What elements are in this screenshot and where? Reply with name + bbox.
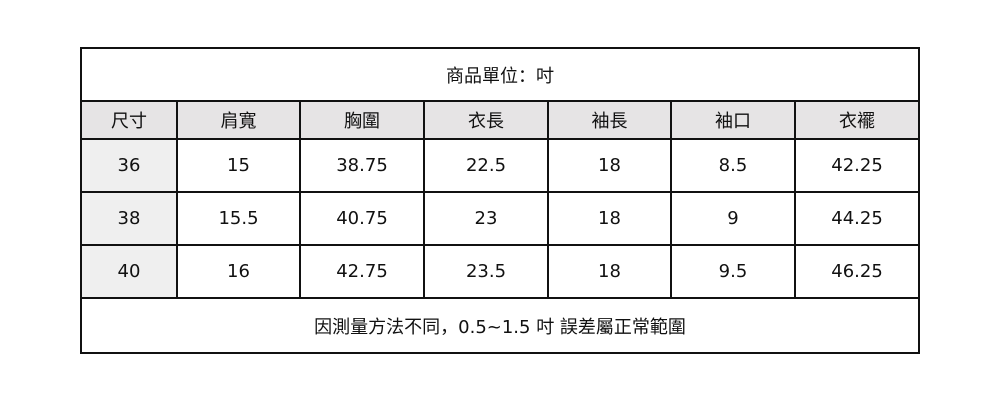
- table-cell: 9.5: [670, 244, 796, 299]
- table-cell: 42.75: [299, 244, 425, 299]
- size-cell: 40: [80, 244, 178, 299]
- table-cell: 23: [423, 191, 549, 246]
- table-row: 40 16 42.75 23.5 18 9.5 46.25: [80, 244, 921, 299]
- table-title: 商品單位：吋: [79, 47, 921, 102]
- table-cell: 22.5: [423, 138, 549, 193]
- header-cell: 衣襬: [793, 100, 921, 140]
- table-row: 36 15 38.75 22.5 18 8.5 42.25: [80, 138, 921, 193]
- table-cell: 9: [670, 191, 796, 246]
- table-row: 38 15.5 40.75 23 18 9 44.25: [80, 191, 921, 246]
- header-cell: 袖口: [670, 100, 796, 140]
- header-cell: 袖長: [547, 100, 672, 140]
- table-cell: 42.25: [793, 138, 921, 193]
- table-cell: 18: [547, 244, 672, 299]
- table-cell: 18: [547, 138, 672, 193]
- table-footnote: 因測量方法不同，0.5~1.5 吋 誤差屬正常範圍: [79, 297, 921, 354]
- size-cell: 38: [80, 191, 178, 246]
- header-cell: 衣長: [423, 100, 549, 140]
- table-cell: 15: [176, 138, 301, 193]
- table-cell: 44.25: [793, 191, 921, 246]
- table-cell: 46.25: [793, 244, 921, 299]
- table-cell: 15.5: [176, 191, 301, 246]
- table-cell: 16: [176, 244, 301, 299]
- table-cell: 8.5: [670, 138, 796, 193]
- table-cell: 23.5: [423, 244, 549, 299]
- header-row: 尺寸 肩寬 胸圍 衣長 袖長 袖口 衣襬: [80, 100, 921, 140]
- header-cell: 肩寬: [176, 100, 301, 140]
- header-cell: 胸圍: [299, 100, 425, 140]
- size-table: 商品單位：吋 尺寸 肩寬 胸圍 衣長 袖長 袖口 衣襬 36 15 38.75 …: [79, 47, 921, 354]
- table-cell: 40.75: [299, 191, 425, 246]
- table-cell: 38.75: [299, 138, 425, 193]
- size-cell: 36: [80, 138, 178, 193]
- table-cell: 18: [547, 191, 672, 246]
- header-cell: 尺寸: [80, 100, 178, 140]
